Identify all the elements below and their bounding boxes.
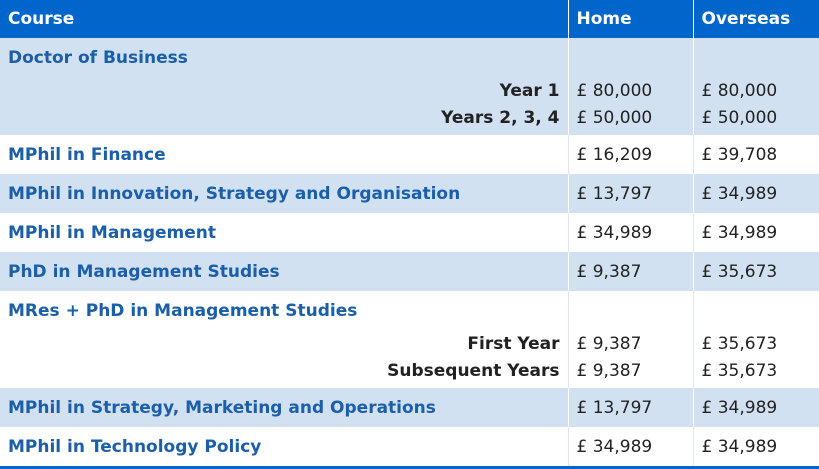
home-fee: £ 9,387 [568, 252, 694, 291]
home-fee: £ 9,387 [576, 361, 642, 381]
header-overseas: Overseas [693, 0, 819, 38]
home-fee-cell: £ 80,000 £ 50,000 [568, 38, 694, 135]
year-label: Year 1 [499, 81, 560, 101]
home-fee: £ 50,000 [576, 108, 653, 128]
year-label: Years 2, 3, 4 [441, 108, 560, 128]
course-name: MPhil in Strategy, Marketing and Operati… [0, 388, 569, 427]
table-row: MRes + PhD in Management Studies First Y… [0, 291, 819, 388]
table-row: PhD in Management Studies £ 9,387 £ 35,6… [0, 252, 819, 291]
home-fee: £ 16,209 [568, 135, 694, 174]
home-fee-cell: £ 9,387 £ 9,387 [568, 291, 694, 388]
home-fee: £ 34,989 [568, 427, 694, 468]
home-fee: £ 80,000 [576, 81, 653, 101]
table-row: MPhil in Finance £ 16,209 £ 39,708 [0, 135, 819, 174]
overseas-fee: £ 34,989 [693, 427, 819, 468]
home-fee: £ 13,797 [568, 174, 694, 213]
overseas-fee: £ 35,673 [701, 361, 778, 381]
course-name: MRes + PhD in Management Studies [8, 301, 358, 321]
course-cell: MRes + PhD in Management Studies First Y… [0, 291, 569, 388]
header-home: Home [568, 0, 694, 38]
table-row: MPhil in Strategy, Marketing and Operati… [0, 388, 819, 427]
overseas-fee: £ 80,000 [701, 81, 778, 101]
overseas-fee: £ 35,673 [693, 252, 819, 291]
header-course: Course [0, 0, 569, 38]
table-row: MPhil in Technology Policy £ 34,989 £ 34… [0, 427, 819, 468]
overseas-fee: £ 34,989 [693, 174, 819, 213]
table-row: Doctor of Business Year 1 Years 2, 3, 4 … [0, 38, 819, 135]
home-fee: £ 9,387 [576, 334, 642, 354]
overseas-fee: £ 34,989 [693, 388, 819, 427]
overseas-fee: £ 35,673 [701, 334, 778, 354]
course-name: Doctor of Business [8, 48, 188, 68]
year-label: Subsequent Years [387, 361, 560, 381]
overseas-fee-cell: £ 35,673 £ 35,673 [693, 291, 819, 388]
home-fee: £ 34,989 [568, 213, 694, 252]
overseas-fee-cell: £ 80,000 £ 50,000 [693, 38, 819, 135]
course-name: PhD in Management Studies [0, 252, 569, 291]
table-row: MPhil in Innovation, Strategy and Organi… [0, 174, 819, 213]
overseas-fee: £ 50,000 [701, 108, 778, 128]
table-row: MPhil in Management £ 34,989 £ 34,989 [0, 213, 819, 252]
course-name: MPhil in Management [0, 213, 569, 252]
overseas-fee: £ 34,989 [693, 213, 819, 252]
course-cell: Doctor of Business Year 1 Years 2, 3, 4 [0, 38, 569, 135]
course-name: MPhil in Finance [0, 135, 569, 174]
header-row: Course Home Overseas [0, 0, 819, 38]
year-label: First Year [467, 334, 560, 354]
course-name: MPhil in Technology Policy [0, 427, 569, 468]
course-name: MPhil in Innovation, Strategy and Organi… [0, 174, 569, 213]
home-fee: £ 13,797 [568, 388, 694, 427]
overseas-fee: £ 39,708 [693, 135, 819, 174]
